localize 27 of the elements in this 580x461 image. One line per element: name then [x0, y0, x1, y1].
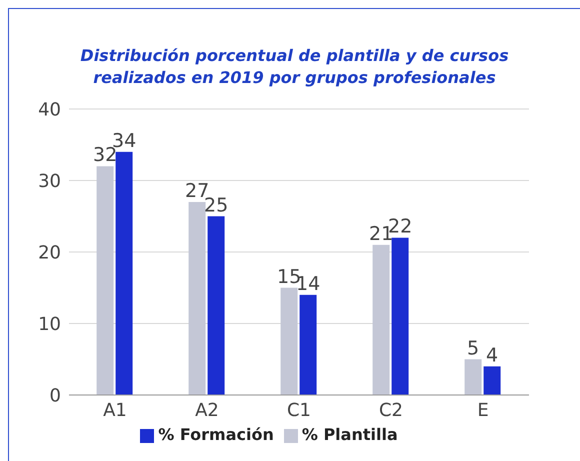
x-tick-label: A1	[103, 400, 127, 421]
data-label: 4	[486, 344, 498, 366]
data-label: 25	[204, 194, 228, 216]
y-tick-label: 40	[38, 99, 61, 120]
x-tick-label: E	[477, 400, 489, 421]
bar	[116, 152, 133, 395]
x-tick-label: C2	[378, 400, 404, 421]
legend-label: % Plantilla	[302, 425, 398, 444]
x-tick-label: A2	[195, 400, 219, 421]
bar	[280, 288, 298, 395]
legend-label: % Formación	[158, 425, 274, 444]
bar	[188, 202, 206, 395]
y-tick-label: 20	[38, 242, 61, 264]
bar	[392, 238, 409, 395]
chart-title: Distribución porcentual de plantilla y de cursos realizados en 2019 por grupos profesionales	[80, 45, 510, 89]
bar	[464, 359, 482, 395]
data-label: 5	[467, 337, 480, 360]
bar	[96, 166, 114, 395]
bar	[372, 244, 390, 395]
x-tick-label: C1	[286, 400, 312, 421]
y-tick-label: 10	[38, 314, 61, 335]
y-tick-label: 30	[38, 170, 61, 192]
data-label: 22	[388, 216, 412, 238]
y-tick-label: 0	[50, 385, 61, 406]
bar	[208, 216, 225, 395]
bar	[300, 294, 317, 395]
bar	[484, 366, 501, 395]
